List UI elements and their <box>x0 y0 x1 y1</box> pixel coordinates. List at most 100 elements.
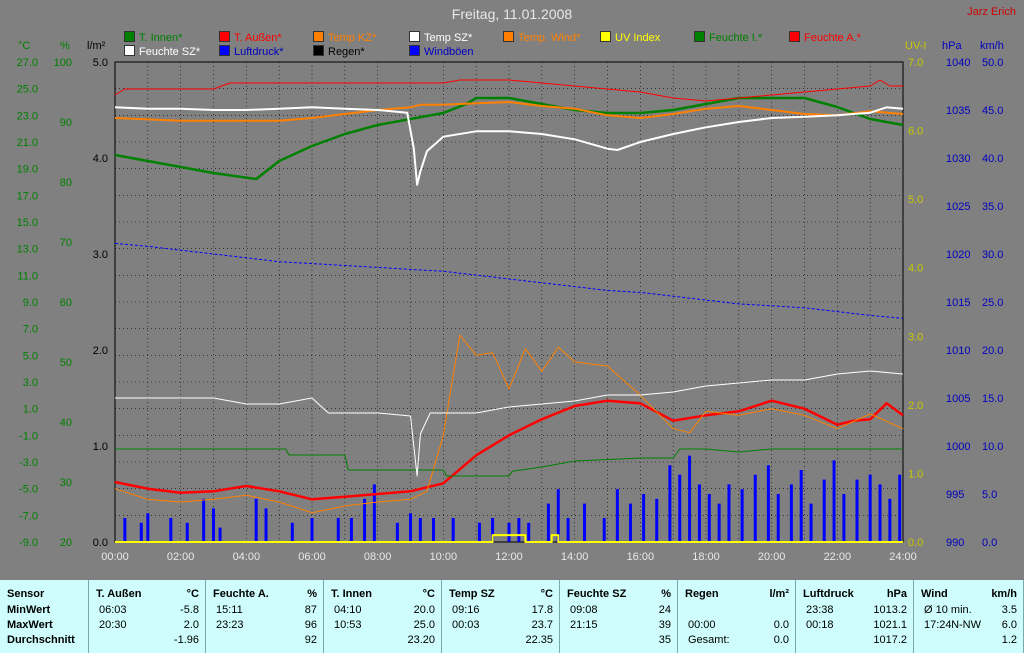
summary-unit: °C <box>186 588 199 600</box>
summary-value: 25.0 <box>413 619 435 631</box>
x-tick-label: 22:00 <box>824 551 852 563</box>
hum-tick-label: 60 <box>60 297 72 309</box>
press-tick-label: 1015 <box>946 297 970 309</box>
legend-swatch <box>219 45 230 56</box>
press-tick-label: 990 <box>946 537 964 549</box>
legend-swatch <box>409 45 420 56</box>
summary-col: Sensor MinWert MaxWert Durchschnitt <box>0 580 89 653</box>
summary-time: 10:53 <box>334 619 362 631</box>
summary-unit: °C <box>422 588 435 600</box>
temp-tick-label: 11.0 <box>17 270 38 282</box>
temp-tick-label: 25.0 <box>17 84 38 96</box>
summary-head: Feuchte A. <box>213 588 269 600</box>
legend-swatch <box>219 31 230 42</box>
legend-label: Temp KZ* <box>328 32 377 44</box>
rain-tick-label: 3.0 <box>93 249 108 261</box>
uv-tick-label: 3.0 <box>908 331 923 343</box>
summary-time: 23:23 <box>216 619 244 631</box>
legend-item: Temp SZ* <box>409 31 472 44</box>
summary-value: 35 <box>658 634 671 646</box>
legend-label: Temp SZ* <box>424 32 473 44</box>
summary-col: Feuchte A.% 15:11 87 23:23 96 92 <box>206 580 324 653</box>
rain-tick-label: 5.0 <box>93 57 108 69</box>
uv-tick-label: 2.0 <box>908 400 923 412</box>
rain-tick-label: 1.0 <box>93 441 108 453</box>
summary-value: -5.8 <box>180 604 199 616</box>
wind-tick-label: 15.0 <box>982 393 1003 405</box>
wind-tick-label: 0.0 <box>982 537 997 549</box>
summary-row-label: MinWert <box>7 604 51 616</box>
temp-tick-label: 19.0 <box>17 164 38 176</box>
legend-swatch <box>789 31 800 42</box>
legend-swatch <box>124 31 135 42</box>
summary-time: 15:11 <box>216 604 243 616</box>
legend-swatch <box>600 31 611 42</box>
press-tick-label: 1005 <box>946 393 970 405</box>
summary-unit: % <box>661 588 671 600</box>
summary-value: 87 <box>304 604 317 616</box>
summary-unit: l/m² <box>769 588 789 600</box>
summary-value: 2.0 <box>183 619 199 631</box>
summary-unit: hPa <box>886 588 907 600</box>
x-tick-label: 08:00 <box>364 551 392 563</box>
summary-value: 96 <box>304 619 317 631</box>
press-tick-label: 1010 <box>946 345 970 357</box>
wind-tick-label: 35.0 <box>982 201 1003 213</box>
temp-unit: °C <box>18 40 31 52</box>
legend-swatch <box>313 31 324 42</box>
summary-value: 92 <box>304 634 317 646</box>
summary-head: Feuchte SZ <box>567 588 627 600</box>
summary-value: 23.20 <box>407 634 435 646</box>
series-feuchte-sz <box>115 370 904 477</box>
summary-table: Sensor MinWert MaxWert Durchschnitt T. Außen… <box>0 580 1024 653</box>
temp-tick-label: 23.0 <box>17 110 38 122</box>
legend-label: Temp. Wind* <box>518 32 581 44</box>
temp-tick-label: 7.0 <box>23 324 38 336</box>
uv-tick-label: 6.0 <box>908 126 923 138</box>
uv-tick-label: 1.0 <box>908 468 923 480</box>
temp-tick-label: 21.0 <box>17 137 38 149</box>
x-tick-label: 20:00 <box>758 551 786 563</box>
temp-tick-label: 5.0 <box>23 350 38 362</box>
hum-tick-label: 90 <box>60 117 72 129</box>
wind-tick-label: 20.0 <box>982 345 1003 357</box>
legend-item: UV Index <box>600 31 660 44</box>
summary-head: T. Außen <box>96 588 142 600</box>
legend-label: Feuchte A.* <box>804 32 861 44</box>
press-tick-label: 1030 <box>946 153 970 165</box>
legend-label: Feuchte I.* <box>709 32 763 44</box>
legend-item: Feuchte A.* <box>789 31 861 44</box>
legend-label: Windböen <box>424 46 474 58</box>
summary-value: 3.5 <box>1001 604 1017 616</box>
legend-item: Regen* <box>313 45 365 58</box>
hum-tick-label: 70 <box>60 237 72 249</box>
summary-col: Temp SZ °C 09:16 17.8 00:03 23.7 22.35 <box>442 580 560 653</box>
press-unit: hPa <box>942 40 962 52</box>
hum-tick-label: 20 <box>60 537 72 549</box>
x-tick-label: 16:00 <box>627 551 655 563</box>
legend-label: UV Index <box>615 32 661 44</box>
summary-value: 23.7 <box>531 619 553 631</box>
temp-tick-label: -7.0 <box>19 510 38 522</box>
summary-time: 06:03 <box>99 604 127 616</box>
legend-item: Windböen <box>409 45 474 58</box>
x-tick-label: 12:00 <box>495 551 523 563</box>
legend-label: Luftdruck* <box>234 46 284 58</box>
legend-item: Feuchte SZ* <box>124 45 200 58</box>
temp-tick-label: -1.0 <box>19 430 38 442</box>
summary-dir: N-NW <box>951 619 981 631</box>
legend-swatch <box>694 31 705 42</box>
hum-tick-label: 40 <box>60 417 72 429</box>
x-tick-label: 14:00 <box>561 551 589 563</box>
series-luftdruck <box>114 242 904 319</box>
summary-row-label: Durchschnitt <box>7 634 75 646</box>
temp-tick-label: 3.0 <box>23 377 38 389</box>
summary-unit: % <box>307 588 317 600</box>
summary-value: 1017.2 <box>873 634 907 646</box>
legend-item: T. Innen* <box>124 31 182 44</box>
x-tick-label: 18:00 <box>692 551 720 563</box>
wind-tick-label: 50.0 <box>982 57 1003 69</box>
x-tick-label: 24:00 <box>889 551 917 563</box>
summary-col: T. Innen °C 04:10 20.0 10:53 25.0 23.20 <box>324 580 442 653</box>
press-tick-label: 1025 <box>946 201 970 213</box>
